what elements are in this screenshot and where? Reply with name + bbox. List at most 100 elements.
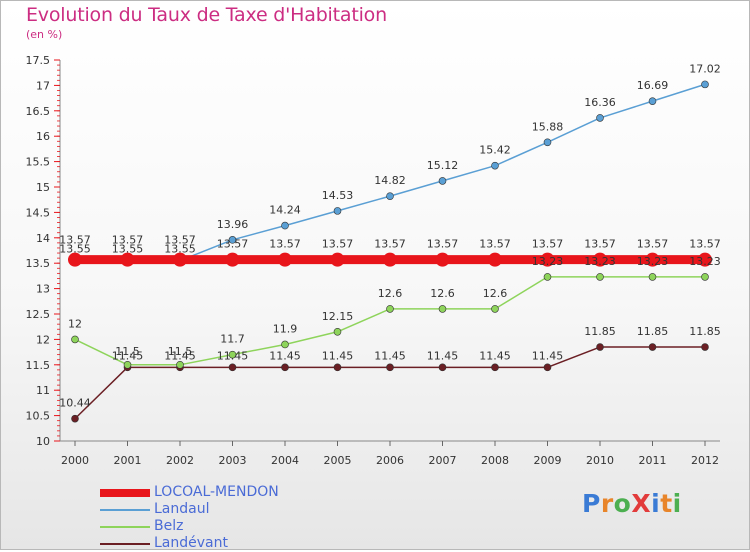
data-point [333, 327, 342, 336]
data-point [438, 363, 447, 372]
logo-letter: t [660, 489, 673, 518]
data-label: 16.69 [637, 79, 669, 92]
data-point [228, 236, 237, 244]
data-point [648, 97, 657, 105]
data-point [278, 252, 292, 267]
data-point [68, 252, 82, 267]
x-tick-label: 2003 [219, 454, 247, 467]
legend-item: Belz [100, 518, 360, 535]
line-chart: 10 10.5 11 11.5 12 12.5 13 13.5 14 14.5 15 15.5 16 16… [26, 54, 721, 467]
chart-title: Evolution du Taux de Taxe d'Habitation [26, 4, 387, 26]
data-point [386, 363, 394, 372]
data-label: 11.7 [220, 333, 245, 346]
x-tick-label: 2004 [271, 454, 299, 467]
data-label: 13.23 [532, 255, 564, 268]
data-label: 13.57 [584, 238, 616, 251]
y-tick-label: 14.5 [26, 206, 51, 219]
data-point [330, 252, 345, 267]
data-point [435, 252, 450, 267]
data-label: 11.85 [584, 325, 616, 338]
data-point [596, 114, 604, 122]
logo-letter: i [672, 489, 682, 518]
x-tick-label: 2006 [376, 454, 404, 467]
x-tick-label: 2009 [534, 454, 562, 467]
data-point [386, 192, 394, 200]
data-label: 13.57 [532, 238, 564, 251]
y-tick-label: 17.5 [26, 54, 51, 67]
legend-swatch [100, 509, 150, 511]
data-label: 11.85 [637, 325, 669, 338]
data-point [173, 252, 187, 267]
data-point [698, 252, 712, 267]
logo-letter: i [651, 489, 661, 518]
x-tick-label: 2000 [61, 454, 89, 467]
data-label: 13.57 [217, 238, 249, 251]
y-tick-label: 10.5 [26, 410, 51, 423]
x-tick-label: 2005 [324, 454, 352, 467]
y-tick-label: 13 [36, 283, 50, 296]
data-label: 13.57 [689, 238, 721, 251]
data-label: 13.55 [112, 243, 144, 256]
legend-label: Belz [154, 518, 184, 534]
x-tick-label: 2011 [639, 454, 667, 467]
data-point [228, 350, 237, 359]
data-point [438, 305, 447, 313]
data-point [281, 363, 289, 372]
data-label: 13.23 [584, 255, 616, 268]
data-label: 11.45 [374, 349, 406, 362]
data-point [71, 335, 79, 344]
data-label: 12.6 [430, 287, 455, 300]
y-tick-label: 15.5 [26, 156, 51, 169]
data-label: 15.12 [427, 159, 459, 172]
data-label: 14.82 [374, 174, 406, 187]
x-tick-label: 2001 [114, 454, 142, 467]
data-point [176, 360, 184, 369]
legend-item: LOCOAL-MENDON [100, 484, 360, 501]
y-tick-label: 16.5 [26, 105, 51, 118]
data-label: 11.45 [479, 349, 511, 362]
y-tick-label: 12.5 [26, 308, 51, 321]
data-label: 13.57 [374, 238, 406, 251]
data-point [596, 273, 604, 281]
data-point [491, 305, 499, 313]
data-label: 17.02 [689, 62, 721, 75]
data-label: 15.42 [479, 144, 511, 157]
legend-label: Landévant [154, 535, 228, 551]
data-label: 11.45 [112, 349, 144, 362]
data-label: 14.24 [269, 204, 301, 217]
data-label: 11.5 [168, 345, 193, 358]
proxiti-logo: ProXiti [582, 489, 682, 518]
data-point [491, 161, 499, 170]
data-label: 11.45 [427, 349, 459, 362]
logo-letter: o [613, 489, 632, 518]
data-point [543, 273, 552, 281]
x-tick-label: 2007 [429, 454, 457, 467]
y-tick-label: 11 [36, 384, 50, 397]
x-tick-label: 2008 [481, 454, 509, 467]
data-label: 13.57 [112, 234, 144, 247]
data-point [386, 305, 394, 313]
data-point [540, 252, 555, 267]
y-tick-label: 11.5 [26, 359, 51, 372]
data-point [228, 363, 237, 372]
logo-letter: P [582, 489, 601, 518]
data-label: 13.57 [637, 238, 669, 251]
data-label: 13.57 [269, 238, 301, 251]
x-tick-label: 2010 [586, 454, 614, 467]
data-label: 11.9 [273, 322, 298, 335]
data-point [225, 252, 240, 267]
y-tick-label: 14 [36, 232, 50, 245]
x-tick-label: 2002 [166, 454, 194, 467]
data-label: 13.57 [427, 238, 459, 251]
data-label: 14.53 [322, 189, 354, 202]
data-point [543, 138, 552, 147]
y-tick-label: 17 [36, 79, 50, 92]
data-point [491, 363, 499, 372]
data-label: 11.45 [532, 349, 564, 362]
chart-subtitle: (en %) [26, 28, 63, 41]
y-tick-label: 15 [36, 181, 50, 194]
data-point [383, 252, 397, 267]
data-label: 15.88 [532, 120, 564, 133]
data-point [648, 343, 657, 351]
data-point [701, 80, 709, 89]
